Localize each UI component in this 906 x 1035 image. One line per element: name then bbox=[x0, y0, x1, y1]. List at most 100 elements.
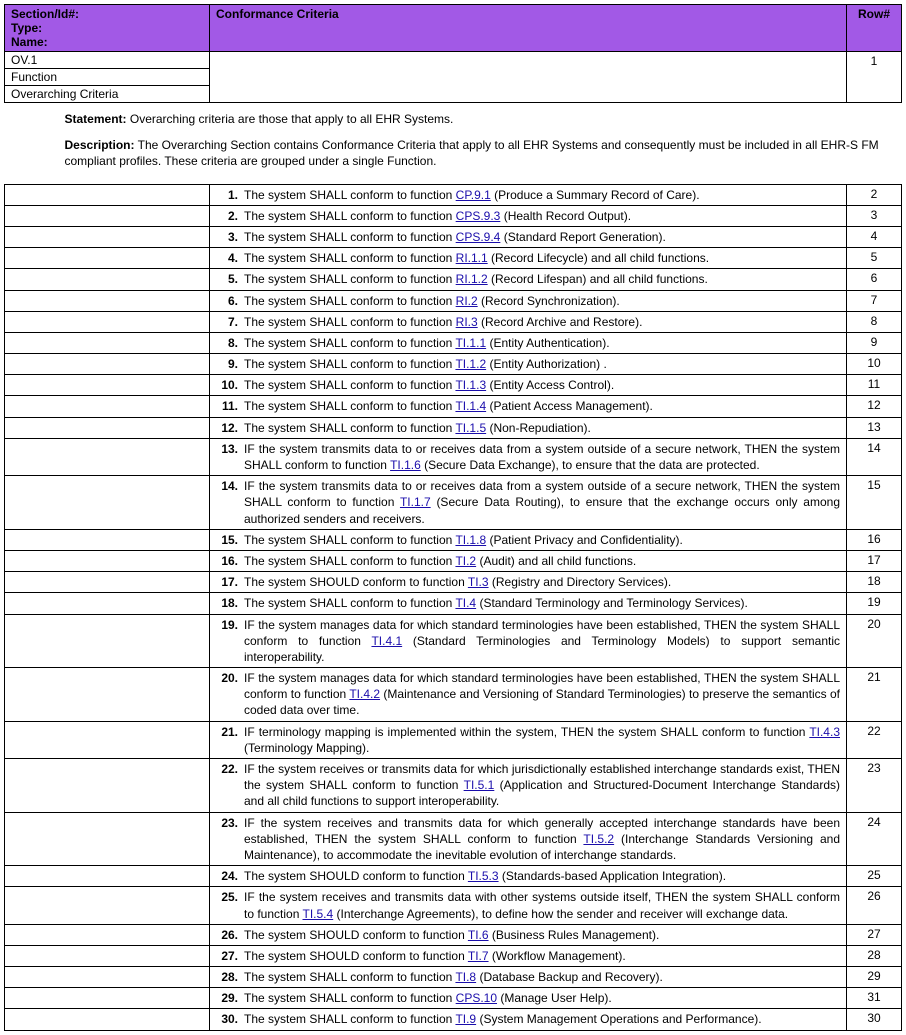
criteria-row: 26.The system SHOULD conform to function… bbox=[5, 924, 902, 945]
criteria-pre: IF terminology mapping is implemented wi… bbox=[244, 725, 809, 739]
statement-body: Overarching criteria are those that appl… bbox=[130, 112, 453, 126]
function-link[interactable]: TI.1.7 bbox=[400, 495, 431, 509]
criteria-pre: The system SHALL conform to function bbox=[244, 399, 455, 413]
criteria-number: 14. bbox=[216, 478, 244, 527]
criteria-row: 15.The system SHALL conform to function … bbox=[5, 529, 902, 550]
function-link[interactable]: TI.7 bbox=[468, 949, 489, 963]
criteria-post: (Record Lifecycle) and all child functio… bbox=[488, 251, 709, 265]
function-link[interactable]: CP.9.1 bbox=[456, 188, 491, 202]
function-link[interactable]: CPS.10 bbox=[456, 991, 497, 1005]
criteria-pre: The system SHALL conform to function bbox=[244, 554, 455, 568]
indent-spacer bbox=[5, 438, 210, 475]
function-link[interactable]: TI.1.4 bbox=[455, 399, 486, 413]
function-link[interactable]: TI.5.1 bbox=[464, 778, 495, 792]
criteria-pre: The system SHALL conform to function bbox=[244, 421, 455, 435]
indent-spacer bbox=[5, 269, 210, 290]
row-number: 9 bbox=[847, 332, 902, 353]
function-link[interactable]: TI.8 bbox=[455, 970, 476, 984]
function-link[interactable]: RI.1.2 bbox=[456, 272, 488, 286]
function-link[interactable]: TI.6 bbox=[468, 928, 489, 942]
indent-spacer bbox=[5, 529, 210, 550]
criteria-row: 9.The system SHALL conform to function T… bbox=[5, 354, 902, 375]
indent-spacer bbox=[5, 205, 210, 226]
criteria-cell: 8.The system SHALL conform to function T… bbox=[210, 332, 847, 353]
section-type: Function bbox=[5, 69, 210, 86]
criteria-pre: The system SHOULD conform to function bbox=[244, 575, 468, 589]
criteria-row: 7.The system SHALL conform to function R… bbox=[5, 311, 902, 332]
criteria-number: 13. bbox=[216, 441, 244, 473]
criteria-cell: 7.The system SHALL conform to function R… bbox=[210, 311, 847, 332]
function-link[interactable]: TI.1.3 bbox=[455, 378, 486, 392]
criteria-pre: The system SHALL conform to function bbox=[244, 336, 455, 350]
criteria-number: 1. bbox=[216, 187, 244, 203]
function-link[interactable]: TI.1.6 bbox=[390, 458, 421, 472]
row-number: 18 bbox=[847, 572, 902, 593]
criteria-cell: 22.IF the system receives or transmits d… bbox=[210, 759, 847, 813]
row-number: 15 bbox=[847, 476, 902, 530]
function-link[interactable]: TI.4 bbox=[455, 596, 476, 610]
criteria-cell: 13.IF the system transmits data to or re… bbox=[210, 438, 847, 475]
function-link[interactable]: TI.1.5 bbox=[455, 421, 486, 435]
criteria-row: 22.IF the system receives or transmits d… bbox=[5, 759, 902, 813]
criteria-post: (Terminology Mapping). bbox=[244, 741, 369, 755]
criteria-text: The system SHALL conform to function TI.… bbox=[244, 420, 840, 436]
indent-spacer bbox=[5, 759, 210, 813]
criteria-row: 19.IF the system manages data for which … bbox=[5, 614, 902, 668]
criteria-post: (Produce a Summary Record of Care). bbox=[491, 188, 700, 202]
function-link[interactable]: TI.2 bbox=[455, 554, 476, 568]
indent-spacer bbox=[5, 572, 210, 593]
criteria-number: 3. bbox=[216, 229, 244, 245]
criteria-row: 1.The system SHALL conform to function C… bbox=[5, 184, 902, 205]
function-link[interactable]: RI.2 bbox=[456, 294, 478, 308]
row-number: 22 bbox=[847, 721, 902, 758]
function-link[interactable]: TI.5.3 bbox=[468, 869, 499, 883]
criteria-post: (Patient Access Management). bbox=[486, 399, 653, 413]
function-link[interactable]: RI.3 bbox=[456, 315, 478, 329]
criteria-number: 27. bbox=[216, 948, 244, 964]
criteria-text: The system SHALL conform to function TI.… bbox=[244, 532, 840, 548]
criteria-number: 26. bbox=[216, 927, 244, 943]
function-link[interactable]: TI.5.2 bbox=[583, 832, 614, 846]
function-link[interactable]: TI.9 bbox=[455, 1012, 476, 1026]
function-link[interactable]: CPS.9.3 bbox=[456, 209, 501, 223]
function-link[interactable]: TI.4.3 bbox=[809, 725, 840, 739]
criteria-number: 24. bbox=[216, 868, 244, 884]
indent-spacer bbox=[5, 550, 210, 571]
criteria-cell: 19.IF the system manages data for which … bbox=[210, 614, 847, 668]
criteria-text: IF the system receives and transmits dat… bbox=[244, 889, 840, 921]
function-link[interactable]: TI.1.8 bbox=[455, 533, 486, 547]
criteria-post: (Business Rules Management). bbox=[489, 928, 660, 942]
function-link[interactable]: TI.3 bbox=[468, 575, 489, 589]
criteria-cell: 15.The system SHALL conform to function … bbox=[210, 529, 847, 550]
description-text: Description: The Overarching Section con… bbox=[65, 137, 896, 169]
header-left-line: Section/Id#: bbox=[11, 7, 203, 21]
criteria-cell: 4.The system SHALL conform to function R… bbox=[210, 248, 847, 269]
criteria-post: (Database Backup and Recovery). bbox=[476, 970, 663, 984]
criteria-pre: The system SHALL conform to function bbox=[244, 596, 455, 610]
function-link[interactable]: TI.1.2 bbox=[455, 357, 486, 371]
criteria-row: 2.The system SHALL conform to function C… bbox=[5, 205, 902, 226]
function-link[interactable]: RI.1.1 bbox=[456, 251, 488, 265]
function-link[interactable]: TI.5.4 bbox=[303, 907, 334, 921]
criteria-cell: 1.The system SHALL conform to function C… bbox=[210, 184, 847, 205]
criteria-pre: The system SHOULD conform to function bbox=[244, 928, 468, 942]
criteria-post: (Secure Data Exchange), to ensure that t… bbox=[421, 458, 760, 472]
criteria-text: IF the system transmits data to or recei… bbox=[244, 478, 840, 527]
criteria-row: 10.The system SHALL conform to function … bbox=[5, 375, 902, 396]
function-link[interactable]: TI.4.1 bbox=[371, 634, 402, 648]
criteria-pre: The system SHOULD conform to function bbox=[244, 869, 468, 883]
criteria-pre: The system SHALL conform to function bbox=[244, 188, 456, 202]
indent-spacer bbox=[5, 226, 210, 247]
function-link[interactable]: TI.4.2 bbox=[349, 687, 380, 701]
indent-spacer bbox=[5, 593, 210, 614]
statement-row: Statement: Overarching criteria are thos… bbox=[5, 103, 902, 185]
row-number: 2 bbox=[847, 184, 902, 205]
criteria-number: 28. bbox=[216, 969, 244, 985]
criteria-number: 7. bbox=[216, 314, 244, 330]
function-link[interactable]: CPS.9.4 bbox=[456, 230, 501, 244]
function-link[interactable]: TI.1.1 bbox=[455, 336, 486, 350]
criteria-row: 29.The system SHALL conform to function … bbox=[5, 988, 902, 1009]
row-number: 7 bbox=[847, 290, 902, 311]
criteria-cell: 17.The system SHOULD conform to function… bbox=[210, 572, 847, 593]
criteria-number: 20. bbox=[216, 670, 244, 719]
